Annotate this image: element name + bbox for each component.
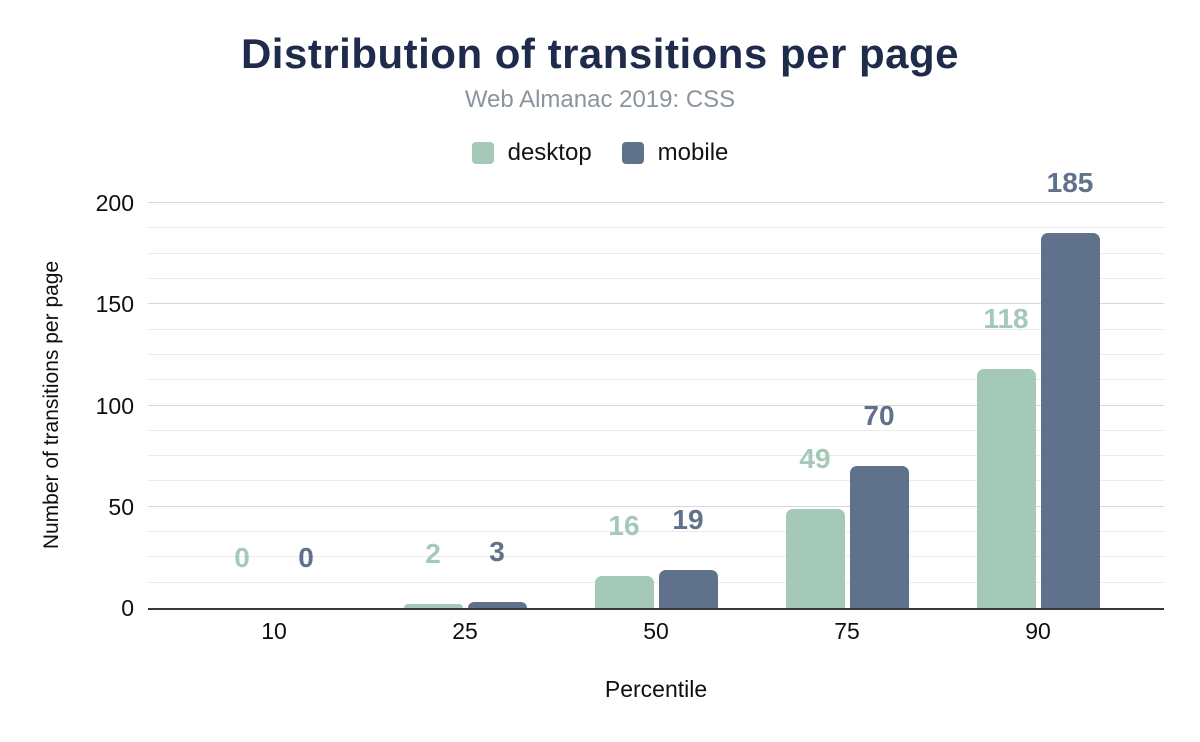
x-tick-label: 75 (834, 618, 860, 644)
gridline (148, 455, 1164, 457)
plot-area: 0 50 100 150 200 0 0 10 2 3 25 16 19 50 49 70 75 118 185 90 (96, 169, 1164, 644)
bar-mobile-50 (658, 569, 718, 608)
gridline (148, 328, 1164, 330)
x-tick-label: 10 (261, 618, 287, 644)
gridline (148, 227, 1164, 229)
gridline (148, 505, 1164, 507)
x-tick-label: 25 (452, 618, 478, 644)
gridline (148, 252, 1164, 254)
value-label-desktop-75: 49 (799, 442, 831, 474)
gridline (148, 556, 1164, 558)
x-tick-label: 90 (1025, 618, 1051, 644)
gridline (148, 353, 1164, 355)
legend: desktop mobile (0, 139, 1200, 167)
legend-item-mobile: mobile (621, 139, 729, 167)
gridline (148, 303, 1164, 305)
y-tick-label: 100 (95, 392, 134, 419)
legend-item-desktop: desktop (471, 139, 592, 167)
gridline (148, 581, 1164, 583)
bar-desktop-50 (594, 575, 654, 608)
gridline (148, 531, 1164, 533)
mobile-swatch-icon (621, 142, 644, 164)
desktop-swatch-icon (471, 142, 494, 164)
y-tick-label: 50 (108, 493, 134, 520)
x-axis-title: Percentile (604, 676, 708, 702)
value-label-desktop-90: 118 (983, 303, 1029, 335)
value-label-mobile-10: 0 (298, 542, 314, 573)
y-tick-label: 0 (121, 595, 134, 621)
gridline (148, 202, 1164, 203)
bar-mobile-90 (1040, 233, 1100, 608)
gridline (148, 379, 1164, 381)
value-label-desktop-10: 0 (234, 542, 250, 573)
value-label-mobile-25: 3 (489, 535, 505, 567)
value-label-mobile-75: 70 (863, 400, 895, 432)
chart-subtitle: Web Almanac 2019: CSS (464, 86, 736, 113)
value-label-desktop-25: 2 (425, 537, 441, 569)
bar-desktop-90 (976, 369, 1036, 608)
bar-mobile-25 (467, 601, 527, 608)
legend-label-mobile: mobile (657, 139, 729, 166)
gridline (148, 429, 1164, 431)
y-tick-label: 150 (95, 291, 134, 318)
gridline (148, 404, 1164, 406)
y-axis-title: Number of transitions per page (40, 260, 63, 550)
gridline (148, 480, 1164, 482)
value-label-mobile-90: 185 (1046, 167, 1094, 199)
gridline (148, 277, 1164, 279)
value-label-desktop-50: 16 (608, 509, 640, 541)
bar-desktop-25 (403, 603, 463, 608)
bar-mobile-75 (849, 466, 909, 608)
chart-title: Distribution of transitions per page (240, 30, 960, 77)
x-tick-label: 50 (643, 618, 669, 644)
bar-desktop-75 (785, 508, 845, 608)
y-tick-label: 200 (95, 190, 134, 216)
value-label-mobile-50: 19 (672, 503, 704, 535)
legend-label-desktop: desktop (507, 139, 592, 166)
